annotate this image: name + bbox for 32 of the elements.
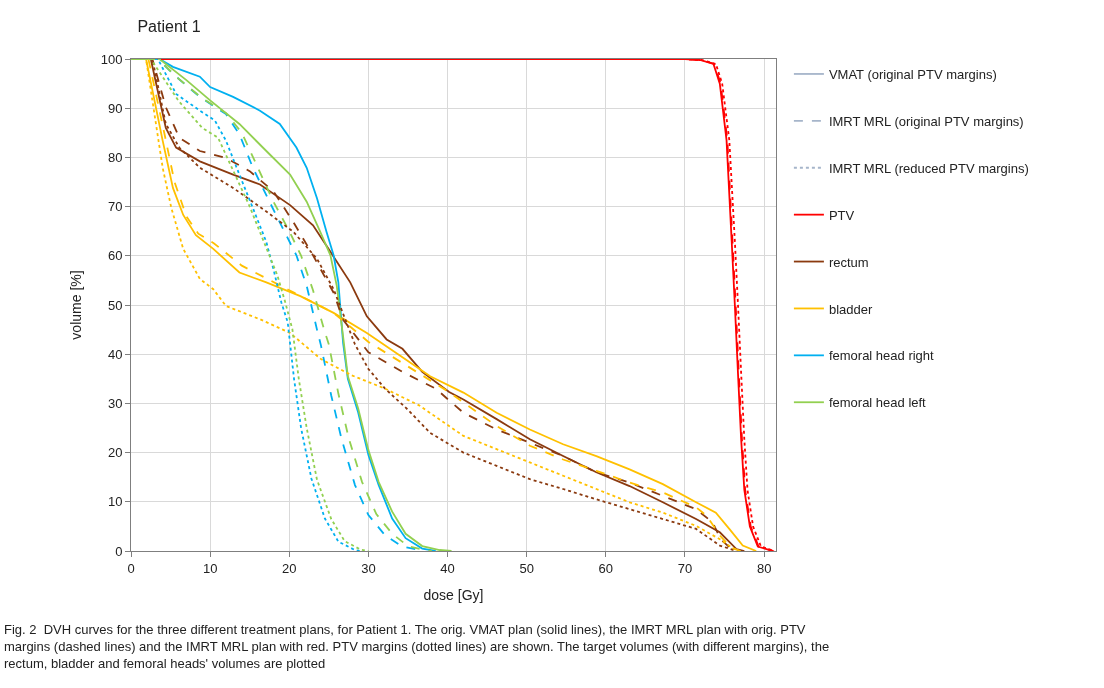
legend-label: VMAT (original PTV margins) xyxy=(828,67,997,83)
caption: Fig. 2 DVH curves for the three different treatment plans, for Patient 1. The orig. VMAT plan (solid lines), the IMRT MRL plan with orig. PTV margins (dashed lines) and the IMRT MRL plan with red. PTV margins (dotted lines) are shown. The target volumes (with different margins), the rectum, bladder and femoral heads' volumes are plotted xyxy=(4,622,830,671)
y-tick-label: 90 xyxy=(107,100,123,116)
legend-label: femoral head left xyxy=(828,395,927,411)
y-tick-label: 70 xyxy=(107,199,123,215)
y-tick-label: 30 xyxy=(107,395,123,411)
legend-label: PTV xyxy=(828,207,855,223)
x-tick-label: 40 xyxy=(440,560,455,576)
legend-label: IMRT MRL (reduced PTV margins) xyxy=(828,160,1029,176)
y-axis-title: volume [%] xyxy=(68,270,85,340)
x-tick-label: 10 xyxy=(202,560,218,576)
y-tick-label: 10 xyxy=(107,494,123,510)
y-tick-label: 100 xyxy=(100,51,123,67)
x-axis-title: dose [Gy] xyxy=(423,586,484,603)
x-tick-label: 70 xyxy=(677,560,693,576)
y-tick-label: 80 xyxy=(107,149,123,165)
y-tick-label: 0 xyxy=(115,543,123,559)
y-tick-label: 60 xyxy=(107,248,123,264)
legend-label: femoral head right xyxy=(828,348,935,364)
legend-label: IMRT MRL (original PTV margins) xyxy=(828,113,1024,129)
y-tick-label: 50 xyxy=(107,297,123,313)
legend-label: rectum xyxy=(828,254,869,270)
legend-label: bladder xyxy=(828,301,873,317)
x-tick-label: 30 xyxy=(361,560,376,576)
x-tick-label: 0 xyxy=(127,560,135,576)
chart-title: Patient 1 xyxy=(137,17,201,35)
y-tick-label: 40 xyxy=(107,346,123,362)
x-tick-label: 50 xyxy=(519,560,534,576)
y-tick-label: 20 xyxy=(107,445,123,461)
x-tick-label: 20 xyxy=(282,560,297,576)
x-tick-label: 80 xyxy=(756,560,772,576)
x-tick-label: 60 xyxy=(598,560,614,576)
